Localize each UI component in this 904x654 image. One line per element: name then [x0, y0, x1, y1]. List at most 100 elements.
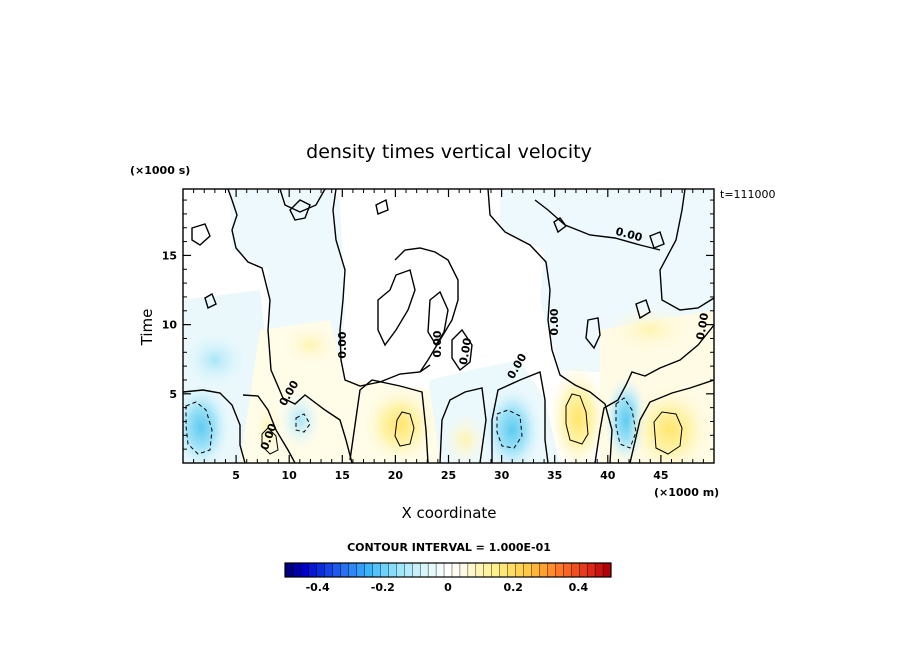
colorbar-cell: [356, 562, 366, 578]
zero-contour-2: [332, 189, 431, 387]
plot-area: 0.00 0.00 0.00 0.00 0.00 0.00 0.00 0.00 …: [162, 188, 715, 482]
colorbar-cell: [547, 562, 556, 578]
contour-label: 0.00: [336, 331, 349, 358]
zero-contour-18: [191, 223, 211, 246]
colorbar-frame: [284, 562, 612, 578]
colorbar-cell: [292, 562, 302, 578]
colorbar-cell: [443, 562, 453, 578]
colorbar-cell: [555, 562, 564, 578]
colorbar-cell: [427, 562, 437, 578]
colorbar-cell: [539, 562, 548, 578]
colorbar-cell: [300, 562, 310, 578]
x-ticks: 5 10 15 20 25 30 35 40 45: [193, 189, 704, 482]
zero-contour-10: [629, 379, 714, 463]
zero-contour-15: [377, 269, 416, 347]
zero-contour-3: [183, 389, 246, 463]
colorbar-cell: [491, 562, 501, 578]
colorbar-cell: [531, 562, 540, 578]
zero-contour-6: [349, 379, 429, 463]
contour-pos-3: [653, 411, 683, 455]
contour-pos-4: [261, 427, 279, 455]
colorbar-cell: [571, 562, 580, 578]
contour-interval-label: CONTOUR INTERVAL = 1.000E-01: [347, 541, 551, 554]
zero-contour-20: [204, 292, 217, 309]
zero-contour-8: [491, 371, 549, 463]
colorbar-cell: [388, 562, 397, 578]
x-axis-label: X coordinate: [401, 504, 496, 522]
x-axis-units: (×1000 m): [654, 486, 719, 499]
contour-label: 0.00: [457, 337, 475, 366]
yellow-blob-3: [362, 385, 438, 463]
x-tick-label: 5: [232, 469, 240, 482]
colorbar-cell: [324, 562, 334, 578]
zero-contour-23: [375, 198, 389, 215]
colorbar-cell: [467, 562, 477, 578]
timestamp-label: t=111000: [720, 188, 776, 201]
colorbar-cell: [396, 562, 405, 578]
colorbar-cell: [586, 562, 596, 578]
yellow-blob-5: [548, 363, 608, 463]
contour-neg-4: [295, 413, 311, 433]
zero-contour-11: [594, 324, 714, 463]
y-tick-label: 15: [162, 249, 177, 262]
zero-contour-21: [585, 317, 601, 350]
contour-pos-1: [394, 411, 415, 447]
zero-contour-5: [279, 189, 326, 213]
colorbar-cell: [340, 562, 350, 578]
colorbar-tick-label: 0.2: [503, 581, 523, 594]
colorbar-cell: [404, 562, 413, 578]
x-tick-label: 30: [494, 469, 510, 482]
colorbar-cell: [419, 562, 429, 578]
zero-contour-14: [394, 247, 459, 373]
colorbar-cell: [412, 562, 421, 578]
colorbar-tick-label: -0.2: [371, 581, 395, 594]
colorbar-cell: [483, 562, 493, 578]
x-tick-label: 10: [282, 469, 298, 482]
zero-contour-16: [427, 290, 449, 347]
y-tick-label: 10: [162, 319, 178, 332]
colorbar-tick-label: 0.4: [569, 581, 589, 594]
colorbar-cell: [332, 562, 342, 578]
shaded-field: [183, 190, 714, 463]
colorbar-cell: [364, 562, 373, 578]
zero-contour-25: [649, 231, 665, 249]
yellow-blob-6: [628, 385, 712, 463]
colorbar-cell: [523, 562, 532, 578]
x-tick-label: 40: [600, 469, 616, 482]
blue-blob-4: [482, 385, 542, 463]
x-tick-label: 25: [441, 469, 456, 482]
colorbar-cell: [308, 562, 318, 578]
colorbar-cell: [451, 562, 461, 578]
colorbar-cell: [594, 562, 604, 578]
y-axis-label: Time: [138, 309, 156, 347]
colorbar-cell: [284, 562, 294, 578]
zero-contour-1: [227, 189, 353, 463]
colorbar: -0.4 -0.2 0 0.2 0.4: [284, 562, 612, 594]
colorbar-cell: [563, 562, 572, 578]
colorbar-cell: [507, 562, 517, 578]
x-tick-label: 15: [335, 469, 350, 482]
yellow-blob-7: [605, 305, 695, 355]
y-tick-label: 5: [169, 388, 177, 401]
colorbar-tick-label: 0: [444, 581, 452, 594]
y-ticks: 5 10 15: [162, 199, 714, 450]
contour-neg-2: [496, 409, 523, 449]
zero-contour-9: [487, 189, 613, 463]
colorbar-cell: [380, 562, 389, 578]
yellow-blob-2: [280, 323, 340, 367]
zero-contour-7: [439, 387, 487, 463]
colorbar-cell: [372, 562, 381, 578]
colorbar-cell: [578, 562, 588, 578]
colorbar-cell: [459, 562, 469, 578]
x-tick-label: 35: [547, 469, 562, 482]
zero-contour-22: [635, 299, 651, 320]
colorbar-tick-label: -0.4: [306, 581, 330, 594]
colorbar-cell: [475, 562, 485, 578]
y-axis-units: (×1000 s): [130, 164, 190, 177]
blue-blob-2: [183, 330, 250, 390]
contour-label: 0.00: [431, 330, 444, 357]
zero-contour-17: [451, 328, 473, 372]
contour-lines: [183, 189, 714, 463]
zero-contour-13: [534, 199, 661, 251]
